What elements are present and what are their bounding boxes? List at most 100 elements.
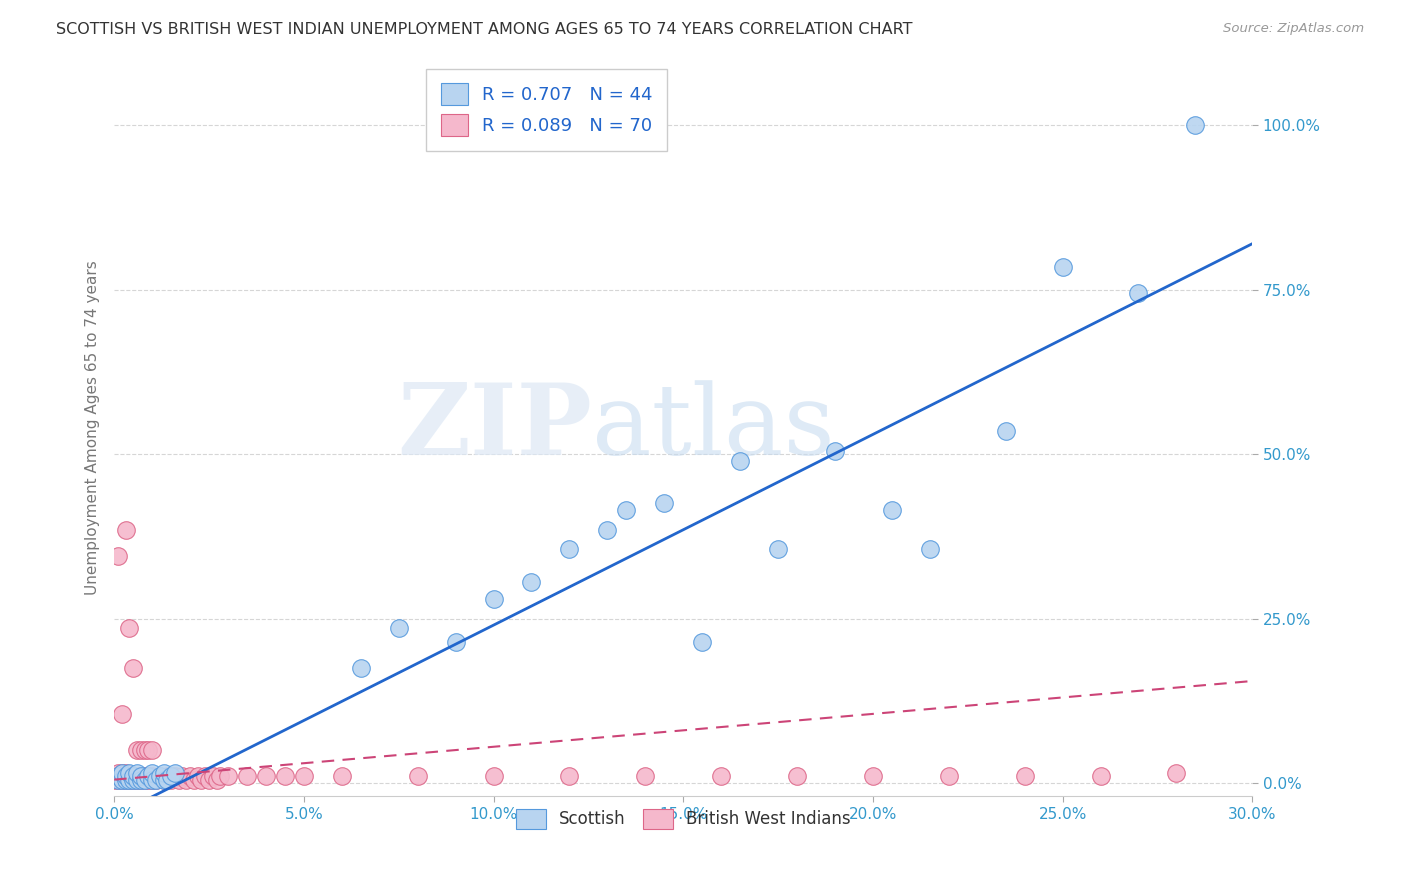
Point xyxy=(596,523,619,537)
Point xyxy=(1166,766,1188,780)
Point xyxy=(149,769,172,783)
Point xyxy=(198,772,221,787)
Point xyxy=(107,772,129,787)
Point xyxy=(145,772,167,787)
Point xyxy=(152,772,174,787)
Point xyxy=(156,769,179,783)
Point xyxy=(205,772,228,787)
Point xyxy=(122,772,145,787)
Point xyxy=(125,769,148,783)
Point xyxy=(209,769,232,783)
Point xyxy=(174,772,197,787)
Point xyxy=(152,766,174,780)
Point xyxy=(118,772,141,787)
Point xyxy=(880,503,903,517)
Text: SCOTTISH VS BRITISH WEST INDIAN UNEMPLOYMENT AMONG AGES 65 TO 74 YEARS CORRELATI: SCOTTISH VS BRITISH WEST INDIAN UNEMPLOY… xyxy=(56,22,912,37)
Point xyxy=(107,769,129,783)
Point xyxy=(190,772,212,787)
Point xyxy=(107,549,129,563)
Point xyxy=(1090,769,1112,783)
Point xyxy=(111,706,134,721)
Point xyxy=(114,769,136,783)
Text: Source: ZipAtlas.com: Source: ZipAtlas.com xyxy=(1223,22,1364,36)
Text: atlas: atlas xyxy=(592,380,835,475)
Point xyxy=(129,769,152,783)
Point xyxy=(114,772,136,787)
Point xyxy=(236,769,259,783)
Point xyxy=(111,769,134,783)
Point xyxy=(136,772,159,787)
Point xyxy=(107,772,129,787)
Point xyxy=(125,772,148,787)
Point xyxy=(111,766,134,780)
Point xyxy=(163,769,186,783)
Point xyxy=(136,769,159,783)
Point xyxy=(145,772,167,787)
Point xyxy=(111,772,134,787)
Point xyxy=(129,772,152,787)
Point xyxy=(136,743,159,757)
Point xyxy=(125,772,148,787)
Point xyxy=(194,769,217,783)
Point xyxy=(766,542,789,557)
Point xyxy=(444,634,467,648)
Point xyxy=(111,766,134,780)
Point xyxy=(122,769,145,783)
Point xyxy=(134,743,156,757)
Point xyxy=(274,769,297,783)
Point xyxy=(125,743,148,757)
Point xyxy=(134,772,156,787)
Point xyxy=(129,772,152,787)
Point xyxy=(1014,769,1036,783)
Point xyxy=(122,661,145,675)
Point xyxy=(141,772,163,787)
Point xyxy=(254,769,277,783)
Point xyxy=(118,769,141,783)
Point xyxy=(558,542,581,557)
Point xyxy=(103,772,125,787)
Point xyxy=(482,591,505,606)
Point xyxy=(134,769,156,783)
Point xyxy=(141,743,163,757)
Point xyxy=(167,772,190,787)
Point xyxy=(292,769,315,783)
Point xyxy=(520,575,543,590)
Point xyxy=(129,769,152,783)
Point xyxy=(141,772,163,787)
Point xyxy=(118,621,141,635)
Point xyxy=(217,769,239,783)
Point xyxy=(136,769,159,783)
Point xyxy=(558,769,581,783)
Y-axis label: Unemployment Among Ages 65 to 74 years: Unemployment Among Ages 65 to 74 years xyxy=(86,260,100,595)
Point xyxy=(710,769,733,783)
Point xyxy=(122,772,145,787)
Point xyxy=(201,769,224,783)
Point xyxy=(103,769,125,783)
Point xyxy=(141,766,163,780)
Point xyxy=(614,503,637,517)
Point xyxy=(824,443,846,458)
Point xyxy=(149,769,172,783)
Point xyxy=(1128,286,1150,301)
Point xyxy=(107,766,129,780)
Point xyxy=(114,523,136,537)
Point xyxy=(118,766,141,780)
Legend: Scottish, British West Indians: Scottish, British West Indians xyxy=(509,802,858,836)
Text: ZIP: ZIP xyxy=(398,379,592,476)
Point xyxy=(938,769,960,783)
Point xyxy=(172,769,194,783)
Point xyxy=(330,769,353,783)
Point xyxy=(918,542,941,557)
Point xyxy=(160,772,183,787)
Point xyxy=(652,496,675,510)
Point xyxy=(388,621,411,635)
Point xyxy=(114,766,136,780)
Point xyxy=(160,769,183,783)
Point xyxy=(406,769,429,783)
Point xyxy=(111,772,134,787)
Point xyxy=(183,772,205,787)
Point xyxy=(187,769,209,783)
Point xyxy=(114,772,136,787)
Point xyxy=(1052,260,1074,274)
Point xyxy=(862,769,884,783)
